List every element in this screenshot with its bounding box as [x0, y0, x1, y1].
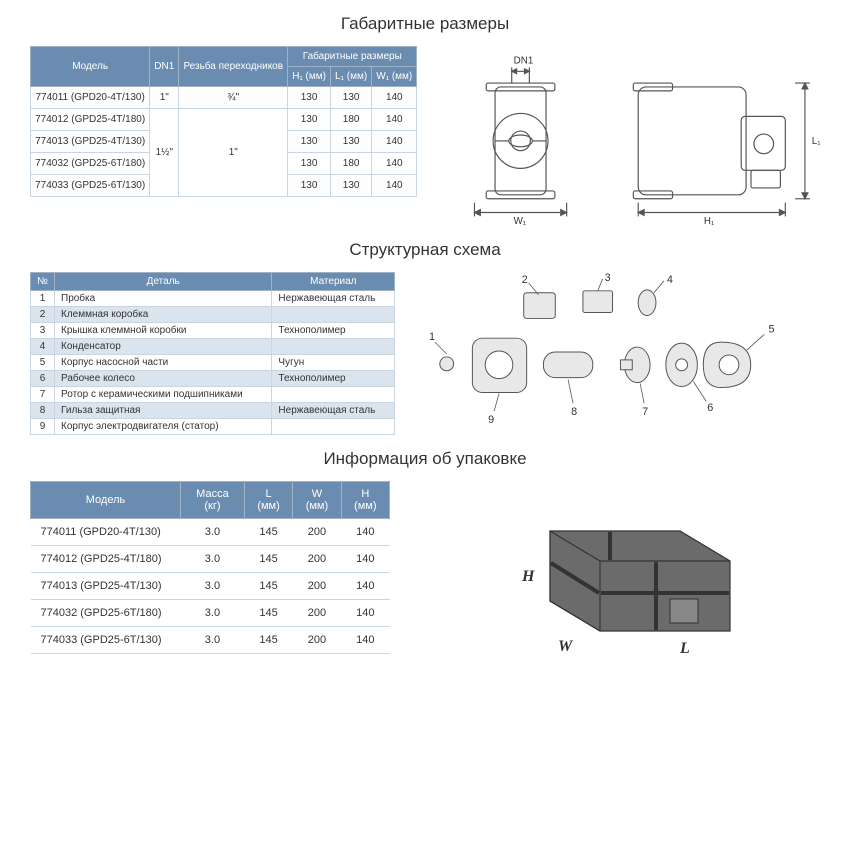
- th-mat: Материал: [272, 273, 395, 291]
- table-row: 774033 (GPD25-6T/130)3.0145200140: [31, 627, 390, 654]
- svg-text:6: 6: [707, 402, 713, 414]
- svg-text:1: 1: [429, 331, 435, 343]
- svg-text:8: 8: [571, 406, 577, 418]
- table-row: 774032 (GPD25-6T/180)3.0145200140: [31, 600, 390, 627]
- th-H: H(мм): [341, 482, 389, 519]
- svg-text:4: 4: [667, 274, 673, 286]
- exploded-view-drawing: 1 2 3 4 5 6 7 8 9: [425, 272, 820, 432]
- th-L: L(мм): [244, 482, 292, 519]
- table-row: 774012 (GPD25-4T/180) 1½" 1" 130 180 140: [31, 109, 417, 131]
- th-thread: Резьба переходников: [179, 47, 288, 87]
- structure-title: Структурная схема: [0, 240, 850, 260]
- packaging-section: Модель Масса(кг) L(мм) W(мм) H(мм) 77401…: [0, 481, 850, 661]
- table-row: 774013 (GPD25-4T/130)3.0145200140: [31, 573, 390, 600]
- pump-dimension-drawing: DN1 W₁ L₁ H₁: [447, 46, 820, 226]
- packaging-table: Модель Масса(кг) L(мм) W(мм) H(мм) 77401…: [30, 481, 390, 654]
- table-row: 6Рабочее колесоТехнополимер: [31, 371, 395, 387]
- th-l1: L₁ (мм): [331, 67, 372, 87]
- svg-text:2: 2: [522, 274, 528, 286]
- label-h1: H₁: [704, 216, 715, 226]
- package-box-drawing: H W L: [480, 481, 780, 661]
- label-w1: W₁: [514, 216, 527, 226]
- th-h1: H₁ (мм): [288, 67, 331, 87]
- dimensions-title: Габаритные размеры: [0, 14, 850, 34]
- th-model: Модель: [31, 47, 150, 87]
- label-L: L: [679, 640, 690, 657]
- th-w1: W₁ (мм): [372, 67, 417, 87]
- th-num: №: [31, 273, 55, 291]
- table-row: 4Конденсатор: [31, 339, 395, 355]
- table-row: 774011 (GPD20-4T/130)3.0145200140: [31, 519, 390, 546]
- table-row: 774011 (GPD20-4T/130) 1" ¾" 130 130 140: [31, 87, 417, 109]
- dimensions-section: Модель DN1 Резьба переходников Габаритны…: [0, 46, 850, 226]
- table-row: 2Клеммная коробка: [31, 307, 395, 323]
- label-dn1: DN1: [514, 55, 534, 66]
- table-row: 5Корпус насосной частиЧугун: [31, 355, 395, 371]
- table-row: 8Гильза защитнаяНержавеющая сталь: [31, 403, 395, 419]
- table-row: 1ПробкаНержавеющая сталь: [31, 291, 395, 307]
- svg-text:5: 5: [769, 323, 775, 335]
- th-dims-group: Габаритные размеры: [288, 47, 417, 67]
- th-part: Деталь: [55, 273, 272, 291]
- th-dn1: DN1: [150, 47, 179, 87]
- table-row: 9Корпус электродвигателя (статор): [31, 419, 395, 435]
- dimensions-table: Модель DN1 Резьба переходников Габаритны…: [30, 46, 417, 197]
- table-row: 3Крышка клеммной коробкиТехнополимер: [31, 323, 395, 339]
- svg-text:7: 7: [642, 406, 648, 418]
- table-row: 7Ротор с керамическими подшипниками: [31, 387, 395, 403]
- table-row: 774012 (GPD25-4T/180)3.0145200140: [31, 546, 390, 573]
- th-model: Модель: [31, 482, 181, 519]
- parts-table: № Деталь Материал 1ПробкаНержавеющая ста…: [30, 272, 395, 435]
- th-W: W(мм): [293, 482, 341, 519]
- label-W: W: [558, 638, 574, 655]
- label-l1: L₁: [812, 136, 820, 147]
- packaging-title: Информация об упаковке: [0, 449, 850, 469]
- svg-text:3: 3: [605, 272, 611, 284]
- label-H: H: [521, 568, 535, 585]
- structure-section: № Деталь Материал 1ПробкаНержавеющая ста…: [0, 272, 850, 435]
- th-mass: Масса(кг): [181, 482, 245, 519]
- svg-text:9: 9: [488, 414, 494, 426]
